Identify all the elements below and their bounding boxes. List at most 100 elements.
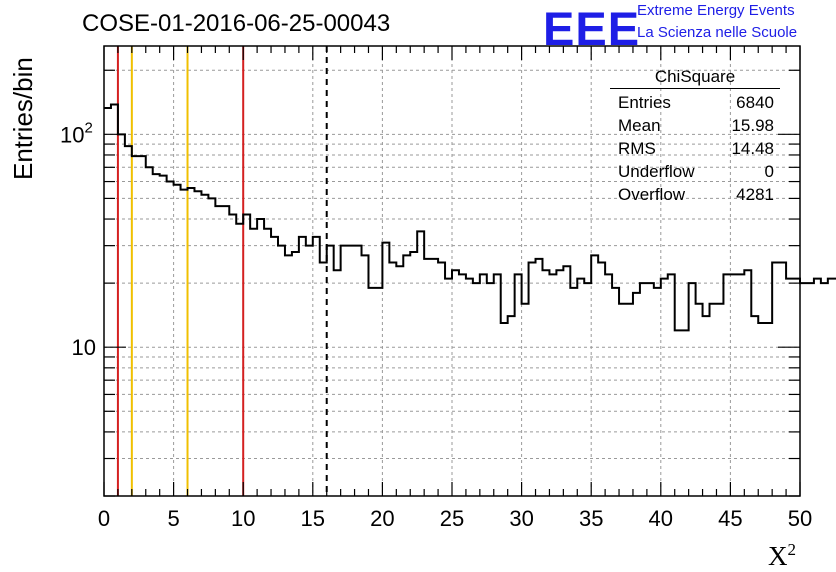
eee-logo: EEE: [543, 2, 641, 55]
histogram-bin: [758, 323, 765, 496]
stats-row: Mean 15.98: [618, 116, 774, 135]
histogram-bin: [327, 246, 334, 496]
histogram-bin: [445, 279, 452, 496]
histogram-bin: [536, 259, 543, 496]
histogram-bin: [772, 262, 779, 496]
histogram-bin: [250, 229, 257, 496]
histogram-bin: [431, 259, 438, 496]
histogram-bin: [466, 279, 473, 496]
stats-title: ChiSquare: [610, 66, 780, 89]
histogram-bin: [779, 262, 786, 496]
histogram-bin: [153, 174, 160, 496]
histogram-bin: [132, 156, 139, 496]
stats-row: RMS 14.48: [618, 139, 774, 158]
histogram-bin: [591, 255, 598, 496]
histogram-bin: [501, 323, 508, 496]
histogram-bin: [389, 262, 396, 496]
histogram-bin: [417, 231, 424, 496]
histogram-bin: [362, 255, 369, 496]
histogram-bin: [737, 274, 744, 496]
x-axis: 0 5 10 15 20 25 30 35 40 45 50: [98, 46, 812, 531]
histogram-bin: [626, 304, 633, 496]
histogram-bin: [111, 105, 118, 496]
histogram-bin: [508, 316, 515, 496]
x-tick-label: 50: [788, 506, 812, 531]
histogram-bin: [723, 274, 730, 496]
histogram-bin: [104, 108, 111, 496]
histogram-bin: [529, 262, 536, 496]
histogram-bin: [542, 270, 549, 496]
histogram-bin: [661, 279, 668, 496]
histogram-bin: [194, 191, 201, 496]
x-tick-label: 15: [301, 506, 325, 531]
chart-title: COSE-01-2016-06-25-00043: [82, 10, 391, 37]
x-tick-label: 5: [167, 506, 179, 531]
stats-row: Entries 6840: [618, 93, 774, 112]
histogram-bin: [710, 304, 717, 496]
histogram-bin: [459, 274, 466, 496]
histogram-bin: [584, 283, 591, 496]
histogram-bin: [494, 274, 501, 496]
histogram-bin: [751, 316, 758, 496]
histogram-bin: [549, 274, 556, 496]
histogram-bin: [473, 283, 480, 496]
histogram-bin: [675, 330, 682, 496]
histogram-bin: [403, 255, 410, 496]
histogram-bin: [556, 270, 563, 496]
histogram-bin: [264, 229, 271, 496]
histogram-bin: [313, 237, 320, 496]
histogram-step-line: [104, 103, 836, 332]
histogram-bin: [577, 279, 584, 496]
histogram-bin: [215, 206, 222, 496]
x-tick-label: 45: [718, 506, 742, 531]
histogram-bin: [320, 262, 327, 496]
x-tick-label: 20: [370, 506, 394, 531]
histogram-bin: [160, 176, 167, 496]
histogram-bin: [654, 288, 661, 496]
histogram-bin: [786, 279, 793, 496]
histogram-bin: [730, 274, 737, 496]
histogram-bin: [285, 255, 292, 496]
histogram-bin: [814, 279, 821, 496]
histogram-bin: [821, 283, 828, 496]
histogram-bin: [703, 316, 710, 496]
histogram-bin: [619, 304, 626, 496]
histogram-bin: [139, 156, 146, 496]
histogram-bin: [334, 270, 341, 496]
histogram-bin: [181, 190, 188, 496]
histogram-bin: [299, 237, 306, 496]
histogram-bin: [744, 270, 751, 496]
histogram-bin: [410, 252, 417, 496]
histogram-bin: [647, 283, 654, 496]
y-tick-label: 102: [60, 119, 93, 147]
histogram-bin: [341, 246, 348, 496]
grid: [104, 46, 800, 497]
histogram-bin: [278, 246, 285, 496]
histogram-bin: [793, 279, 800, 496]
histogram-bin: [188, 188, 195, 496]
stats-box: ChiSquare Entries 6840 Mean 15.98 RMS 14.48…: [610, 66, 780, 206]
histogram-bin: [612, 288, 619, 496]
histogram-bin: [306, 246, 313, 496]
histogram-bin: [640, 283, 647, 496]
histogram-bin: [222, 206, 229, 496]
histogram-bin: [438, 262, 445, 496]
histogram-bin: [605, 274, 612, 496]
histogram-bin: [146, 167, 153, 496]
histogram-bin: [570, 288, 577, 496]
x-tick-label: 10: [231, 506, 255, 531]
x-tick-label: 40: [649, 506, 673, 531]
histogram-bin: [118, 134, 125, 496]
x-tick-label: 0: [98, 506, 110, 531]
histogram-bin: [201, 195, 208, 496]
histogram-bin: [292, 252, 299, 496]
histogram-bin: [563, 266, 570, 496]
stats-row: Underflow 0: [618, 162, 774, 181]
histogram-bin: [452, 270, 459, 496]
histogram-bin: [208, 198, 215, 496]
histogram-bin: [515, 274, 522, 496]
histogram-bin: [424, 259, 431, 496]
histogram-bin: [696, 304, 703, 496]
histogram-bin: [125, 146, 132, 496]
